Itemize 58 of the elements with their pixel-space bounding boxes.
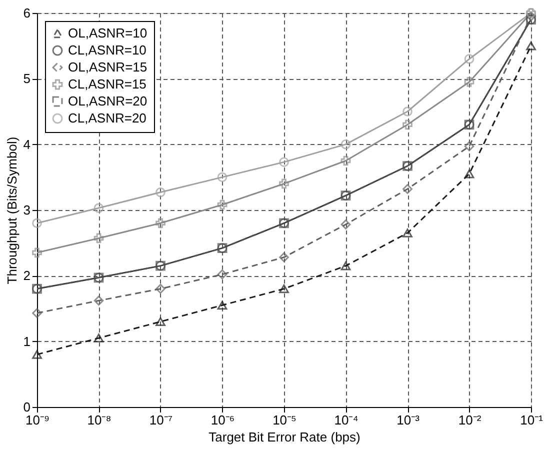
point xyxy=(32,218,42,228)
point xyxy=(340,139,351,150)
legend-label: CL,ASNR=15 xyxy=(68,76,146,92)
point xyxy=(279,284,289,294)
point xyxy=(217,300,228,310)
point xyxy=(94,334,104,342)
point xyxy=(32,350,42,359)
y-tick-label: 1 xyxy=(23,334,30,349)
point xyxy=(464,54,474,64)
point xyxy=(217,172,228,182)
y-tick-label: 5 xyxy=(23,71,30,86)
point xyxy=(402,120,412,130)
x-tick-label: 10⁻⁷ xyxy=(149,412,173,428)
point xyxy=(526,11,536,22)
legend-label: OL,ASNR=10 xyxy=(68,26,148,40)
point xyxy=(340,220,351,230)
point xyxy=(340,261,351,270)
x-tick-label: 10⁻⁴ xyxy=(334,412,358,428)
x-tick-label: 10⁻² xyxy=(458,412,482,428)
legend-label: CL,ASNR=20 xyxy=(68,110,146,126)
x-tick-label: 10⁻⁹ xyxy=(25,412,50,428)
point xyxy=(217,200,228,210)
point xyxy=(464,170,474,178)
point xyxy=(156,317,166,326)
legend-label: OL,ASNR=15 xyxy=(68,60,148,74)
point xyxy=(94,296,104,306)
legend-label: CL,ASNR=10 xyxy=(68,42,146,58)
point xyxy=(156,218,166,228)
point xyxy=(32,248,42,258)
point xyxy=(340,156,351,166)
y-tick-label: 6 xyxy=(23,6,30,20)
point xyxy=(526,41,536,50)
point xyxy=(402,106,412,116)
x-tick-label: 10⁻³ xyxy=(396,412,420,428)
point xyxy=(156,187,166,198)
x-tick-label: 10⁻¹ xyxy=(520,412,544,428)
y-tick-label: 4 xyxy=(23,136,30,152)
point xyxy=(402,184,412,194)
x-axis-title: Target Bit Error Rate (bps) xyxy=(208,430,360,444)
x-tick-label: 10⁻⁶ xyxy=(210,412,235,428)
point xyxy=(402,228,412,238)
y-tick-label: 2 xyxy=(23,268,30,284)
point xyxy=(279,157,289,167)
point xyxy=(464,141,474,152)
legend-label: OL,ASNR=20 xyxy=(68,94,148,108)
point xyxy=(279,178,289,189)
point xyxy=(94,203,104,213)
point xyxy=(217,269,228,280)
point xyxy=(156,284,166,294)
point xyxy=(94,233,104,244)
y-tick-label: 3 xyxy=(23,202,30,218)
point xyxy=(279,252,289,262)
y-axis-title: Throughput (Bits/Symbol) xyxy=(4,136,20,284)
x-tick-label: 10⁻⁸ xyxy=(87,412,112,428)
y-tick-label: 0 xyxy=(23,400,30,414)
point xyxy=(32,308,42,318)
point xyxy=(464,77,474,87)
x-tick-label: 10⁻⁵ xyxy=(272,412,296,428)
